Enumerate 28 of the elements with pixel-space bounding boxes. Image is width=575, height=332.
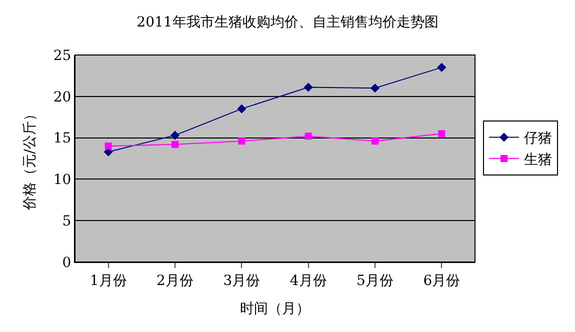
point	[172, 140, 178, 148]
point	[237, 104, 246, 114]
y-tick-label: 15	[53, 130, 72, 147]
point	[437, 62, 446, 72]
point	[104, 142, 112, 150]
y-tick-label: 10	[53, 172, 72, 188]
legend-label: 仔猪	[524, 130, 552, 147]
x-tick-label: 2月份	[156, 272, 194, 289]
y-axis-title: 价格（元/公斤）	[22, 107, 38, 211]
point	[238, 138, 246, 145]
point	[372, 138, 378, 145]
legend-label: 生猪	[524, 152, 552, 168]
chart-title: 2011年我市生猪收购均价、自主销售均价走势图	[136, 14, 438, 30]
y-tick-label: 5	[62, 214, 72, 230]
x-tick-label: 1月份	[90, 272, 127, 289]
y-tick-label: 20	[53, 89, 72, 106]
y-tick-label: 25	[53, 48, 72, 64]
x-tick-label: 6月份	[423, 272, 460, 289]
point	[304, 82, 313, 92]
point	[170, 130, 180, 140]
x-axis-title: 时间（月）	[240, 301, 310, 318]
point	[370, 84, 380, 93]
point	[438, 130, 446, 138]
x-tick-label: 5月份	[356, 272, 394, 289]
x-tick-label: 3月份	[223, 272, 260, 289]
x-tick-label: 4月份	[290, 272, 327, 289]
y-tick-label: 0	[62, 254, 72, 271]
point	[304, 132, 312, 140]
